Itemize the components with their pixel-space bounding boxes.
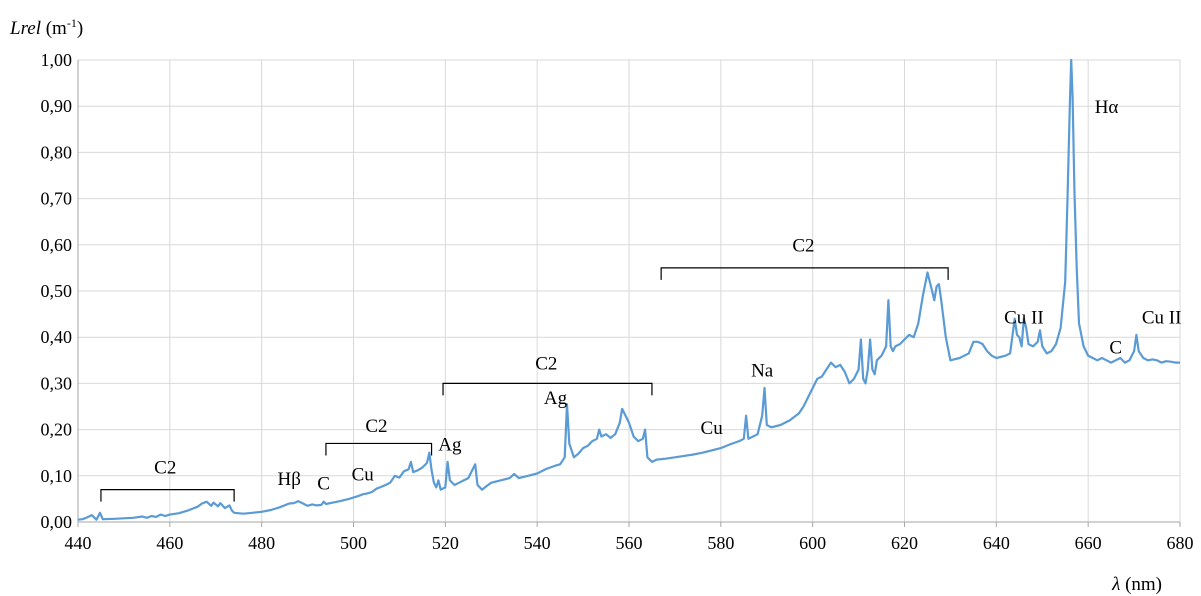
y-tick-label: 0,20 [41,420,73,440]
y-axis-title-unit-sup: -1 [67,16,77,30]
peak-label: C2 [535,354,557,375]
y-tick-label: 0,10 [41,466,73,486]
annotation-bracket [325,442,433,456]
annotation-brackets [100,267,949,502]
x-tick-label: 560 [616,533,643,553]
y-tick-label: 0,80 [41,142,73,162]
x-tick-label: 460 [156,533,183,553]
peak-annotations: C2 Hβ C Cu C2 Ag C2 Ag Cu Na C2 Cu II Hα C Cu II [154,97,1181,495]
peak-label: Ag [438,434,462,455]
y-tick-label: 0,00 [41,512,73,532]
y-tick-label: 0,70 [41,189,73,209]
x-tick-label: 520 [432,533,459,553]
x-tick-labels: 440 460 480 500 520 540 560 580 600 620 640 660 680 [65,533,1194,553]
y-axis-title-unit-prefix: (m [41,18,67,39]
x-tick-label: 480 [248,533,275,553]
peak-label: Hβ [278,469,301,490]
x-tick-label: 600 [799,533,826,553]
spectrum-line [77,58,1180,521]
series-layer [77,58,1180,521]
y-tick-label: 0,60 [41,235,73,255]
y-tick-label: 0,30 [41,373,73,393]
annotation-bracket [660,267,949,280]
x-tick-label: 440 [65,533,92,553]
y-tick-label: 0,40 [41,327,73,347]
x-tick-label: 660 [1075,533,1102,553]
peak-label: C [317,474,330,495]
gridlines [78,59,1181,522]
x-axis-title-unit: (nm) [1120,574,1162,595]
annotation-bracket [100,489,235,502]
peak-label: C2 [154,457,176,478]
x-tick-label: 500 [340,533,367,553]
x-tick-label: 580 [707,533,734,553]
x-tick-label: 540 [524,533,551,553]
peak-label: Na [751,360,774,381]
y-axis-title-unit-suffix: ) [77,18,83,39]
y-tick-label: 0,90 [41,96,73,116]
peak-label: Ag [544,388,568,409]
peak-label: Hα [1095,97,1119,118]
y-tick-labels: 0,00 0,10 0,20 0,30 0,40 0,50 0,60 0,70 0,80 0,90… [41,50,73,532]
x-axis-title: λ (nm) [1111,574,1162,595]
y-tick-label: 0,50 [41,281,73,301]
peak-label: Cu II [1142,307,1182,328]
x-tick-label: 620 [891,533,918,553]
annotation-bracket [442,382,653,396]
x-axis-title-symbol: λ [1111,574,1120,595]
y-axis-title: Lrel (m-1) [9,16,83,39]
x-tick-label: 640 [983,533,1010,553]
x-tick-label: 680 [1167,533,1194,553]
y-tick-label: 1,00 [41,50,73,70]
y-axis-title-symbol: Lrel [9,18,41,39]
axes [77,60,1181,527]
peak-label: C2 [365,416,387,437]
peak-label: C [1109,337,1122,358]
peak-label: C2 [792,236,814,257]
peak-label: Cu II [1004,307,1044,328]
peak-label: Cu [352,464,375,485]
peak-label: Cu [701,418,724,439]
